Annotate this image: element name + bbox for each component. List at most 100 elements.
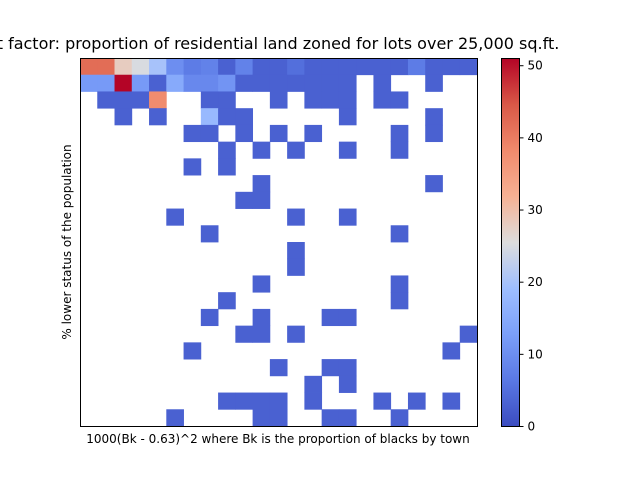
heatmap-cell — [321, 308, 340, 327]
heatmap-cell — [338, 208, 357, 226]
heatmap-cell — [183, 158, 202, 176]
heatmap-cell — [183, 74, 202, 92]
heatmap-cell — [80, 58, 98, 76]
heatmap-cell — [149, 74, 167, 92]
heatmap-cell — [114, 91, 133, 109]
heatmap-cell — [131, 58, 150, 76]
heatmap-cell — [304, 91, 323, 109]
colorbar-gradient — [501, 58, 520, 427]
heatmap-cell — [459, 58, 478, 76]
heatmap-cell — [304, 392, 323, 410]
heatmap-cell — [425, 58, 443, 76]
heatmap-cell — [80, 74, 98, 92]
heatmap-cell — [338, 375, 357, 393]
heatmap-cell — [304, 375, 323, 393]
heatmap-cell — [252, 308, 271, 327]
heatmap-cell — [97, 74, 115, 92]
heatmap-cell — [183, 124, 202, 143]
heatmap-cell — [442, 392, 461, 410]
heatmap-cell — [114, 58, 133, 76]
heatmap-cell — [200, 108, 219, 126]
heatmap-cell — [338, 58, 357, 76]
heatmap-cell — [338, 359, 357, 377]
heatmap-cell — [218, 158, 236, 176]
colorbar-tick-label: 30 — [528, 203, 543, 217]
heatmap-cell — [390, 409, 409, 427]
heatmap-cell — [356, 58, 374, 76]
heatmap-cell — [200, 58, 219, 76]
heatmap-cell — [235, 191, 254, 209]
heatmap-cell — [166, 74, 184, 92]
heatmap-cells — [80, 58, 478, 427]
heatmap-cell — [338, 74, 357, 92]
heatmap-cell — [459, 325, 478, 343]
heatmap-cell — [252, 191, 271, 209]
heatmap-cell — [269, 359, 288, 377]
heatmap-cell — [200, 225, 219, 243]
heatmap-cell — [338, 108, 357, 126]
heatmap-cell — [166, 409, 184, 427]
heatmap-cell — [252, 175, 271, 193]
heatmap-cell — [338, 308, 357, 327]
heatmap-cell — [287, 58, 305, 76]
heatmap-cell — [218, 292, 236, 310]
heatmap-cell — [183, 58, 202, 76]
heatmap-cell — [252, 74, 271, 92]
heatmap-cell — [200, 91, 219, 109]
heatmap-cell — [200, 124, 219, 143]
heatmap-cell — [269, 392, 288, 410]
heatmap-cell — [200, 308, 219, 327]
heatmap-cell — [321, 91, 340, 109]
heatmap-cell — [252, 325, 271, 343]
heatmap-cell — [287, 74, 305, 92]
heatmap-cell — [287, 242, 305, 260]
heatmap-cell — [390, 225, 409, 243]
heatmap-cell — [131, 74, 150, 92]
heatmap-cell — [149, 108, 167, 126]
heatmap-cell — [200, 74, 219, 92]
heatmap-cell — [269, 74, 288, 92]
heatmap-cell — [287, 258, 305, 276]
heatmap-cell — [287, 141, 305, 159]
heatmap-cell — [183, 342, 202, 360]
heatmap-cell — [425, 175, 443, 193]
heatmap-cell — [373, 91, 392, 109]
heatmap-cell — [338, 91, 357, 109]
colorbar-tick-label: 20 — [528, 275, 543, 289]
heatmap-cell — [304, 124, 323, 143]
heatmap-cell — [425, 74, 443, 92]
heatmap-cell — [252, 409, 271, 427]
heatmap-cell — [269, 409, 288, 427]
heatmap-cell — [252, 141, 271, 159]
heatmap-cell — [218, 141, 236, 159]
heatmap-cell — [218, 392, 236, 410]
heatmap-cell — [321, 58, 340, 76]
heatmap-cell — [166, 58, 184, 76]
heatmap-cell — [390, 275, 409, 293]
heatmap-cell — [390, 91, 409, 109]
heatmap-cell — [338, 141, 357, 159]
heatmap-cell — [235, 392, 254, 410]
heatmap-cell — [235, 124, 254, 143]
heatmap-cell — [218, 108, 236, 126]
heatmap-cell — [235, 108, 254, 126]
x-axis-label: 1000(Bk - 0.63)^2 where Bk is the propor… — [86, 432, 469, 446]
colorbar: 0 10 20 30 40 50 — [501, 58, 543, 434]
heatmap-cell — [269, 124, 288, 143]
heatmap-cell — [442, 58, 461, 76]
heatmap-cell — [269, 58, 288, 76]
heatmap-cell — [407, 58, 426, 76]
heatmap-cell — [131, 91, 150, 109]
heatmap-cell — [97, 58, 115, 76]
heatmap-cell — [373, 392, 392, 410]
y-axis-label: % lower status of the population — [60, 144, 74, 339]
heatmap-cell — [235, 58, 254, 76]
heatmap-cell — [390, 292, 409, 310]
heatmap-cell — [390, 58, 409, 76]
heatmap-cell — [287, 325, 305, 343]
colorbar-tick-label: 50 — [528, 59, 543, 73]
heatmap-cell — [166, 208, 184, 226]
heatmap-cell — [407, 392, 426, 410]
colorbar-tick-label: 0 — [528, 420, 536, 434]
heatmap-cell — [321, 409, 340, 427]
